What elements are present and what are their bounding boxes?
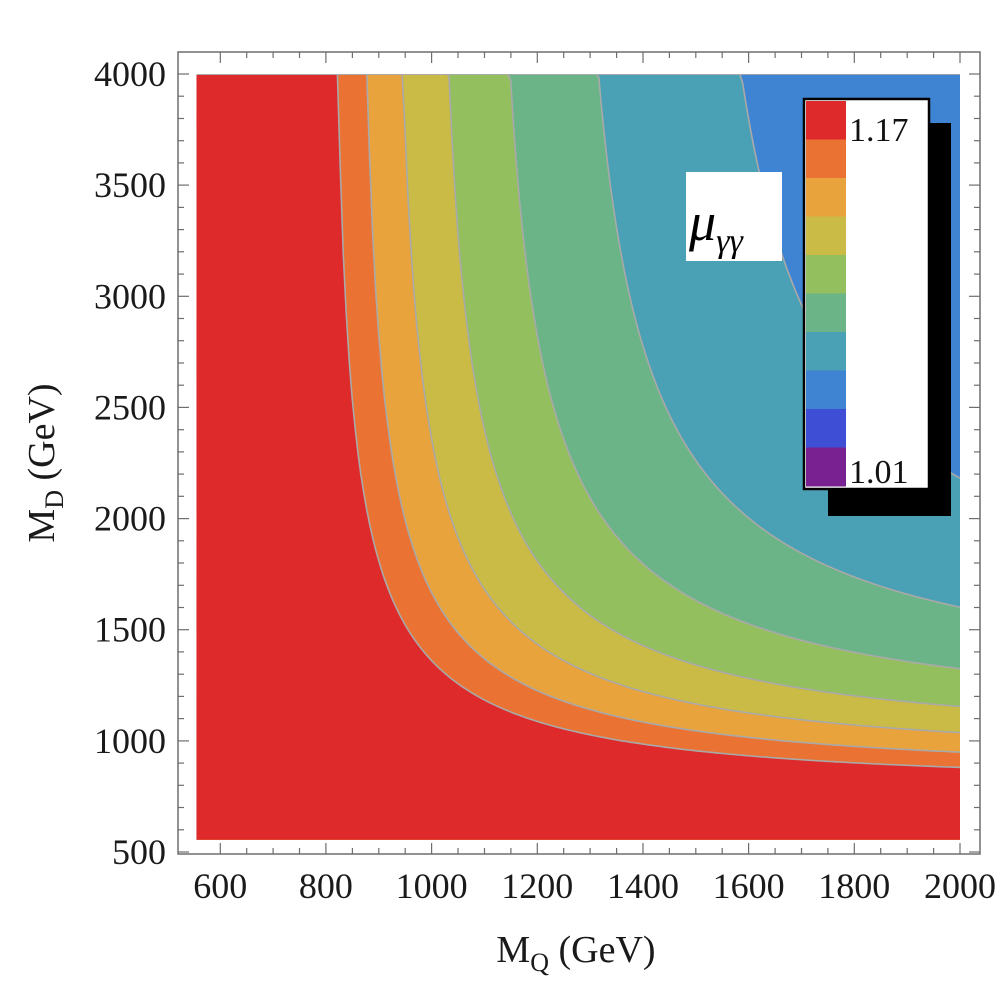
legend-title: μγγ — [688, 192, 745, 260]
y-tick-label: 3000 — [94, 276, 166, 316]
y-tick-label: 3500 — [94, 165, 166, 205]
color-legend: 1.17 1.01 μγγ — [686, 97, 951, 516]
y-tick-label: 2000 — [94, 499, 166, 539]
x-tick-label: 1000 — [396, 866, 468, 906]
legend-swatch — [806, 139, 846, 179]
legend-swatch — [806, 293, 846, 333]
x-tick-label: 1600 — [713, 866, 785, 906]
legend-swatch — [806, 370, 846, 410]
contour-band-9 — [196, 74, 960, 840]
legend-min-label: 1.01 — [849, 454, 909, 491]
x-tick-labels: 600 800 1000 1200 1400 1600 1800 2000 — [193, 866, 996, 906]
x-tick-label: 800 — [299, 866, 353, 906]
y-tick-label: 4000 — [94, 54, 166, 94]
y-tick-label: 2500 — [94, 387, 166, 427]
y-tick-label: 1000 — [94, 721, 166, 761]
legend-swatch — [806, 255, 846, 294]
contour-line-3 — [196, 74, 960, 608]
x-tick-label: 1200 — [501, 866, 573, 906]
plot-frame — [177, 51, 981, 855]
legend-swatches — [806, 101, 846, 487]
y-axis-title: MD (GeV) — [21, 383, 69, 542]
legend-swatch — [806, 409, 846, 448]
contour-line-8 — [196, 74, 960, 769]
y-tick-label: 1500 — [94, 610, 166, 650]
contour-bands — [196, 74, 960, 840]
contour-line-4 — [196, 74, 960, 670]
contour-line-6 — [196, 74, 960, 734]
legend-swatch — [806, 216, 846, 256]
y-tick-labels: 500 1000 1500 2000 2500 3000 3500 4000 — [94, 54, 166, 872]
legend-swatch — [806, 332, 846, 371]
legend-swatch — [806, 447, 846, 487]
x-tick-label: 2000 — [924, 866, 996, 906]
legend-max-label: 1.17 — [849, 112, 909, 149]
legend-title-box — [686, 172, 782, 261]
legend-swatch — [806, 101, 846, 140]
y-tick-label: 500 — [112, 832, 166, 872]
x-tick-label: 1800 — [818, 866, 890, 906]
x-tick-label: 600 — [193, 866, 247, 906]
x-tick-label: 1400 — [607, 866, 679, 906]
axis-ticks — [178, 52, 980, 854]
contour-line-7 — [196, 74, 960, 753]
contour-line-5 — [196, 74, 960, 708]
x-axis-title: MQ (GeV) — [496, 929, 655, 977]
legend-swatch — [806, 178, 846, 217]
